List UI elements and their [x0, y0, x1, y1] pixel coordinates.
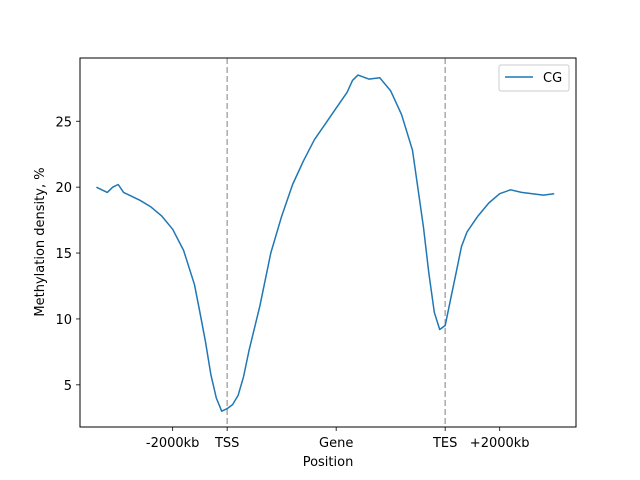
- x-tick-label: TES: [432, 436, 457, 451]
- y-tick-label: 25: [55, 115, 72, 130]
- y-axis-label: Methylation density, %: [33, 167, 48, 316]
- series-line-cg: [96, 74, 555, 412]
- vertical-reference-lines: [226, 58, 446, 427]
- x-axis-label: Position: [303, 455, 354, 470]
- series-layer: [96, 74, 555, 412]
- y-tick-label: 15: [55, 247, 72, 262]
- x-tick-label: Gene: [319, 436, 353, 451]
- y-axis-ticks: 5 10 15 20 25: [55, 115, 80, 394]
- legend-label-cg: CG: [543, 71, 562, 86]
- plot-frame: [79, 57, 577, 428]
- y-tick-label: 10: [55, 313, 72, 328]
- x-axis-ticks: -2000kb TSS Gene TES +2000kb: [146, 427, 530, 451]
- legend-box: [498, 64, 570, 92]
- legend: CG: [498, 64, 570, 92]
- x-tick-label: TSS: [214, 436, 239, 451]
- y-tick-label: 20: [55, 181, 72, 196]
- x-tick-label: -2000kb: [146, 436, 200, 451]
- x-tick-label: +2000kb: [470, 436, 530, 451]
- y-tick-label: 5: [64, 379, 72, 394]
